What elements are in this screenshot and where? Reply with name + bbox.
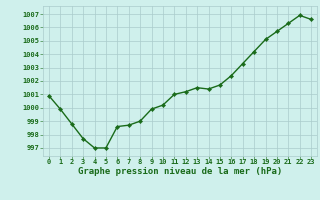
X-axis label: Graphe pression niveau de la mer (hPa): Graphe pression niveau de la mer (hPa) — [78, 167, 282, 176]
